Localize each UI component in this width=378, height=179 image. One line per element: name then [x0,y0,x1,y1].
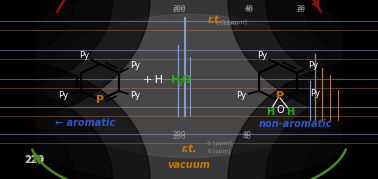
Text: 200: 200 [173,5,186,11]
Ellipse shape [303,119,378,179]
Text: O: O [276,105,284,115]
Text: δ [ppm]: δ [ppm] [216,21,238,26]
Ellipse shape [265,0,378,90]
Text: Py: Py [58,91,68,100]
Text: 20: 20 [296,5,305,11]
Ellipse shape [328,139,378,179]
Text: 40: 40 [243,131,252,137]
Text: 20: 20 [296,7,305,13]
Text: Py: Py [236,91,246,100]
Text: 220: 220 [25,156,43,165]
Ellipse shape [228,0,378,120]
Ellipse shape [228,59,378,179]
Text: P: P [96,95,104,105]
Text: δ [ppm]: δ [ppm] [222,20,247,25]
Ellipse shape [303,0,378,60]
Ellipse shape [0,0,50,40]
Text: non-aromatic: non-aromatic [258,119,332,129]
Text: δ [ppm]: δ [ppm] [208,149,230,154]
Text: δ [ppm]: δ [ppm] [207,141,232,146]
Text: Py: Py [130,61,140,69]
Ellipse shape [265,89,378,179]
Text: Py: Py [130,91,140,100]
Bar [0,0,35,179]
Ellipse shape [0,119,75,179]
Text: H: H [171,75,180,85]
Ellipse shape [0,0,75,60]
Text: ← aromatic: ← aromatic [55,118,115,128]
Text: r.t.: r.t. [208,15,223,25]
Ellipse shape [0,59,150,179]
Text: 40: 40 [243,134,252,140]
Text: 2: 2 [177,81,182,87]
Ellipse shape [0,89,113,179]
Text: 220: 220 [24,155,44,165]
Ellipse shape [47,14,331,158]
Ellipse shape [0,0,150,120]
Bar [0,0,20,179]
Text: 200: 200 [173,131,186,137]
Ellipse shape [0,0,113,90]
Text: 40: 40 [245,5,254,11]
Text: vacuum: vacuum [167,160,211,170]
Text: P: P [276,91,284,101]
Text: H: H [266,107,274,117]
Text: 40: 40 [245,7,254,13]
Text: Py: Py [310,88,320,98]
Ellipse shape [0,139,50,179]
Text: Py: Py [79,52,89,61]
Bar [358,0,378,179]
Text: Py: Py [308,61,318,69]
Bar [343,0,378,179]
Text: O: O [181,75,191,85]
Text: r.t.: r.t. [181,144,197,154]
Text: 200: 200 [173,7,186,13]
Text: + H: + H [143,75,163,85]
Text: 200: 200 [173,134,186,140]
Text: H: H [286,107,294,117]
Ellipse shape [328,0,378,40]
Text: Py: Py [257,52,267,61]
